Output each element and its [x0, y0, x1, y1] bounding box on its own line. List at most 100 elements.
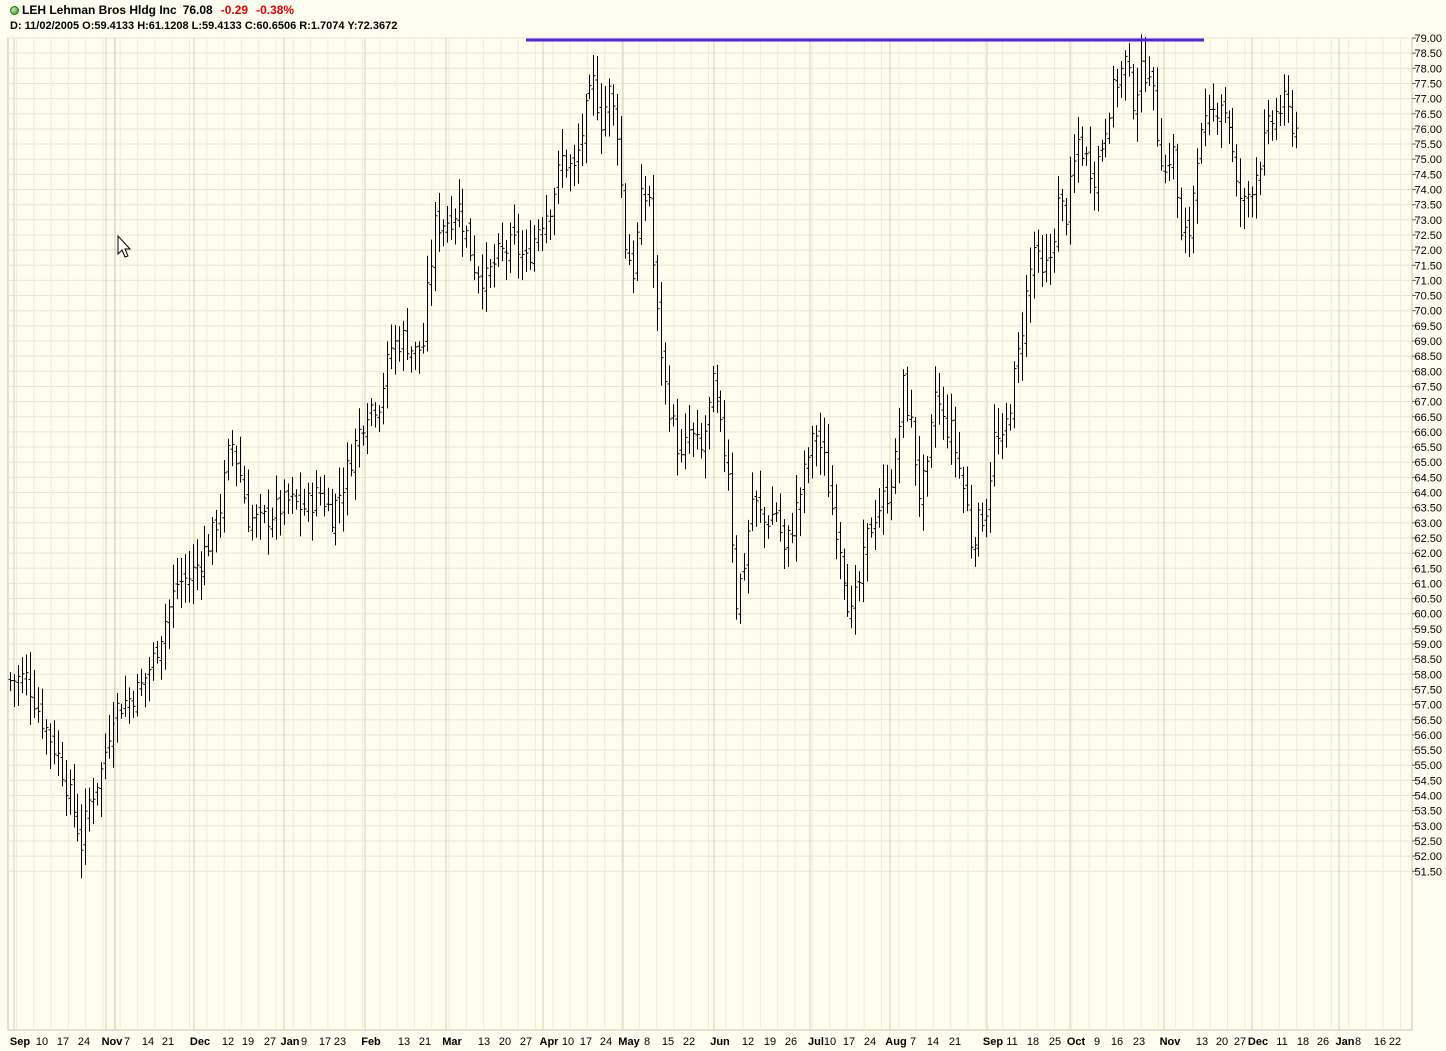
price-bar [1092, 161, 1097, 211]
price-bar [901, 369, 906, 438]
x-month-label: Jan [281, 1036, 300, 1048]
price-bar [715, 364, 720, 413]
price-bar [238, 436, 243, 483]
y-tick-label: 69.00 [1414, 336, 1442, 348]
price-bar [945, 394, 950, 449]
price-bar [357, 408, 362, 468]
price-bar [683, 413, 688, 470]
price-bar [306, 482, 311, 522]
x-month-label: Sep [983, 1036, 1003, 1048]
x-tick-label: 17 [843, 1036, 855, 1048]
price-bar [115, 693, 120, 743]
y-tick-label: 74.00 [1414, 185, 1442, 197]
price-bar [1215, 102, 1220, 135]
price-bar [1064, 197, 1069, 236]
price-bar [12, 674, 17, 707]
price-bar [139, 668, 144, 696]
price-bar [838, 522, 843, 580]
price-bar [1056, 176, 1061, 252]
price-bar [845, 563, 850, 617]
price-bar [548, 209, 553, 241]
price-bar [619, 115, 624, 199]
price-bar [675, 398, 680, 476]
price-bar [445, 205, 450, 243]
price-bar [1282, 74, 1287, 126]
price-bar [1040, 235, 1045, 287]
x-month-label: Jun [710, 1036, 730, 1048]
y-tick-label: 72.50 [1414, 230, 1442, 242]
price-bar [1266, 99, 1271, 145]
price-bar [1167, 143, 1172, 181]
y-tick-label: 75.50 [1414, 139, 1442, 151]
price-bar [52, 720, 57, 765]
price-bar [135, 674, 140, 717]
price-bar [492, 244, 497, 288]
price-bar [834, 484, 839, 560]
x-tick-label: 14 [142, 1036, 154, 1048]
price-bar [1052, 228, 1057, 273]
price-bar [437, 192, 442, 252]
chart-overlay [114, 38, 1204, 1030]
price-bar [1032, 231, 1037, 299]
price-bar [48, 723, 53, 769]
price-bar [770, 486, 775, 525]
price-bar [873, 499, 878, 551]
price-bar [830, 465, 835, 516]
price-bar [1246, 180, 1251, 218]
price-bar [1044, 234, 1049, 283]
price-bar [1159, 118, 1164, 171]
price-bar [615, 94, 620, 166]
price-bar [119, 703, 124, 719]
y-tick-label: 79.00 [1414, 33, 1442, 45]
price-bar [627, 234, 632, 266]
price-bar [961, 467, 966, 514]
price-bar [480, 254, 485, 310]
price-bar [417, 341, 422, 374]
price-bar [151, 642, 156, 681]
price-bar [1048, 233, 1053, 285]
price-bar [699, 422, 704, 459]
x-tick-label: 27 [1234, 1036, 1246, 1048]
price-bar [857, 571, 862, 602]
price-bar [32, 669, 37, 719]
price-bar [131, 690, 136, 719]
price-bar [738, 573, 743, 624]
price-bar [453, 208, 458, 245]
price-bar [639, 164, 644, 245]
price-bar [544, 194, 549, 244]
price-bar [413, 341, 418, 371]
price-bar [1199, 122, 1204, 164]
chart-header: LEH Lehman Bros Hldg Inc 76.08 -0.29 -0.38%… [0, 0, 1446, 36]
price-bar [1131, 64, 1136, 120]
y-tick-label: 61.00 [1414, 578, 1442, 590]
price-bar [282, 479, 287, 525]
y-tick-label: 70.50 [1414, 291, 1442, 303]
y-tick-label: 58.00 [1414, 669, 1442, 681]
price-bar [790, 512, 795, 544]
price-bar [1171, 134, 1176, 180]
price-bar [508, 222, 513, 273]
arrow-cursor-icon [117, 234, 132, 258]
price-bar [1278, 94, 1283, 127]
price-bar [187, 550, 192, 603]
price-bar [1290, 90, 1295, 147]
price-bar [79, 804, 84, 879]
price-bar [377, 405, 382, 433]
price-bar [921, 454, 926, 531]
price-bar [127, 687, 132, 724]
x-month-label: Aug [885, 1036, 906, 1048]
y-tick-label: 78.50 [1414, 48, 1442, 60]
y-tick-label: 72.00 [1414, 245, 1442, 257]
price-bar [123, 675, 128, 717]
status-dot-icon [10, 6, 19, 15]
y-tick-label: 51.50 [1414, 866, 1442, 878]
price-bar [786, 525, 791, 567]
price-bar [1072, 134, 1077, 193]
price-bar [381, 372, 386, 425]
price-bar [8, 672, 13, 692]
price-bar [274, 475, 279, 540]
price-bar [44, 719, 49, 755]
price-bar [401, 320, 406, 371]
price-bar [933, 366, 938, 448]
